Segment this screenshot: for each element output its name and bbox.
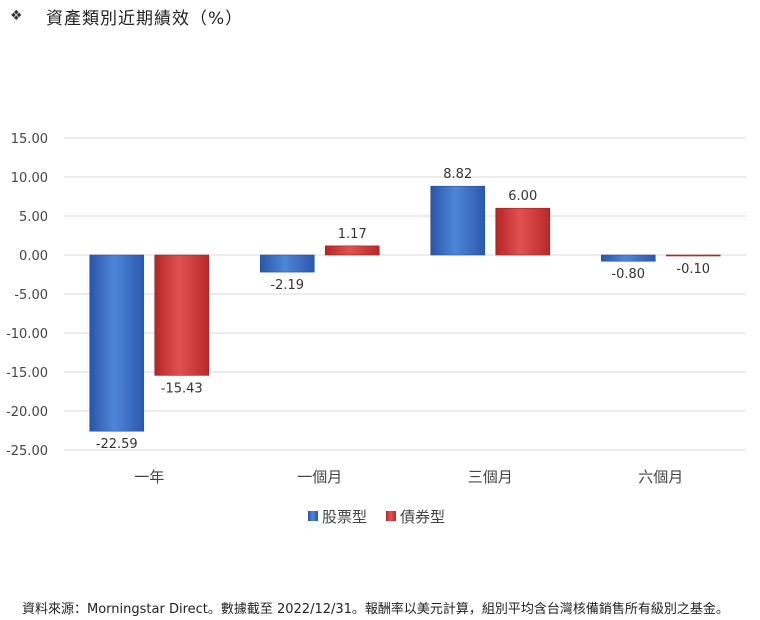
y-tick-label: 15.00: [11, 132, 48, 147]
y-tick-label: 5.00: [19, 210, 48, 225]
bar-chart: 15.00 10.00 5.00 0.00 -5.00 -10.00 -15.00 -20.0…: [6, 132, 746, 526]
y-tick-label: -15.00: [6, 366, 48, 381]
diamond-bullet-icon: ❖: [10, 8, 23, 24]
x-category-label: 三個月: [468, 468, 513, 486]
bar-equity: [600, 254, 656, 262]
data-label: -0.80: [611, 267, 645, 282]
y-tick-label: -10.00: [6, 327, 48, 342]
bar-equity: [259, 254, 315, 273]
chart-title: 資產類別近期績效（%）: [46, 8, 244, 29]
bar-bond: [324, 245, 380, 256]
data-label: -22.59: [96, 437, 138, 452]
data-label: -0.10: [676, 262, 710, 277]
y-tick-label: -20.00: [6, 405, 48, 420]
legend-swatch: [308, 511, 318, 521]
bar-equity: [89, 254, 145, 432]
y-tick-label: -25.00: [6, 444, 48, 459]
x-category-label: 六個月: [638, 468, 683, 486]
data-label: -2.19: [270, 278, 304, 293]
bar-equity: [430, 185, 486, 256]
data-label: -15.43: [161, 381, 203, 396]
x-category-label: 一年: [134, 468, 164, 486]
legend-swatch: [386, 511, 396, 521]
legend-label: 債券型: [400, 508, 445, 526]
bar-bond: [154, 254, 210, 376]
header: ❖ 資產類別近期績效（%）: [10, 4, 244, 29]
y-tick-label: 0.00: [19, 249, 48, 264]
bar-bond: [665, 254, 721, 257]
data-label: 8.82: [443, 167, 472, 182]
x-category-label: 一個月: [297, 468, 342, 486]
bar-bond: [495, 207, 551, 256]
y-tick-label: 10.00: [11, 171, 48, 186]
data-label: 6.00: [508, 189, 537, 204]
data-label: 1.17: [338, 227, 367, 242]
source-note: 資料來源：Morningstar Direct。數據截至 2022/12/31。…: [22, 602, 729, 617]
legend-label: 股票型: [322, 508, 367, 526]
y-tick-label: -5.00: [14, 288, 48, 303]
